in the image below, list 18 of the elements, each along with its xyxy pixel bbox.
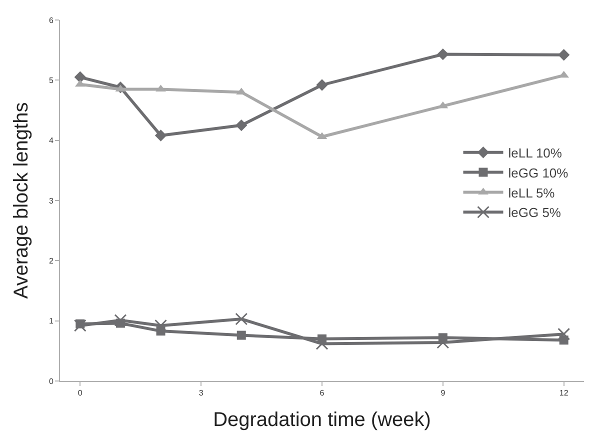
legend-label: leLL 5% <box>508 185 556 200</box>
y-tick-label: 5 <box>48 76 54 85</box>
x-tick-label: 9 <box>440 388 446 398</box>
y-axis-title: Average block lengths <box>10 102 32 299</box>
y-tick-label: 3 <box>48 196 54 206</box>
legend-label: leGG 5% <box>508 205 562 220</box>
x-tick-label: 0 <box>78 388 83 398</box>
y-tick-label: 6 <box>48 16 54 25</box>
y-tick-label: 4 <box>48 136 54 146</box>
x-tick-label: 3 <box>198 388 204 398</box>
x-axis-title: Degradation time (week) <box>213 409 431 432</box>
y-tick-label: 1 <box>48 316 54 326</box>
y-tick-label: 2 <box>48 256 54 266</box>
legend-label: leLL 10% <box>508 145 562 160</box>
legend-label: leGG 10% <box>508 165 569 180</box>
x-tick-label: 6 <box>320 388 325 398</box>
x-tick-label: 12 <box>559 388 569 398</box>
y-tick-label: 0 <box>48 376 54 386</box>
